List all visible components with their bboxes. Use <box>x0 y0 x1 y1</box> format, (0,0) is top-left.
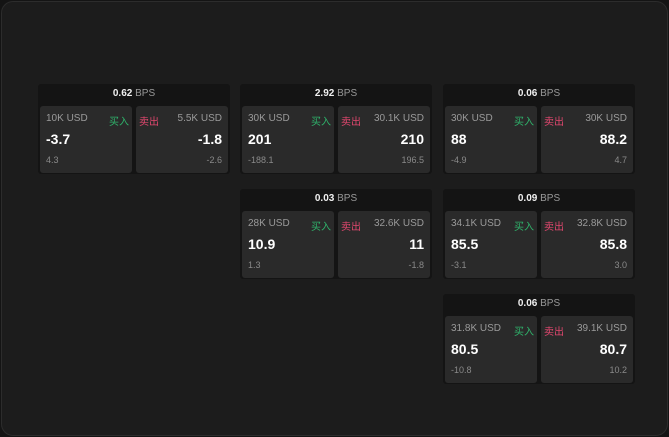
ask-price: -1.8 <box>197 131 222 147</box>
quote-card: 0.62 BPS 10K USD 买入 -3.7 4.3 卖出 5.5K USD… <box>38 84 230 174</box>
ask-size: 32.8K USD <box>576 218 627 229</box>
ask-size: 5.5K USD <box>177 113 222 124</box>
quote-card: 0.09 BPS 34.1K USD 买入 85.5 -3.1 卖出 32.8K… <box>443 189 635 279</box>
spread-value: 2.92 <box>314 88 335 99</box>
spread-header: 0.09 BPS <box>443 189 635 209</box>
bid-size: 34.1K USD <box>451 218 502 229</box>
ask-price: 88.2 <box>599 131 627 147</box>
sell-label: 卖出 <box>139 117 159 128</box>
buy-button[interactable]: 10K USD 买入 -3.7 4.3 <box>40 106 132 173</box>
bid-price: 85.5 <box>451 236 479 252</box>
ask-price: 210 <box>400 131 424 147</box>
bid-change: 4.3 <box>46 155 59 165</box>
ask-size: 30K USD <box>585 113 627 124</box>
ask-size: 39.1K USD <box>576 323 627 334</box>
ask-size: 32.6K USD <box>373 218 424 229</box>
spread-unit: BPS <box>540 193 561 204</box>
ask-change: 196.5 <box>401 155 424 165</box>
buy-label: 买入 <box>311 222 331 233</box>
spread-unit: BPS <box>135 88 156 99</box>
bid-size: 28K USD <box>248 218 290 229</box>
spread-value: 0.03 <box>314 193 335 204</box>
spread-value: 0.06 <box>517 298 538 309</box>
bid-change: -3.1 <box>451 260 467 270</box>
spread-header: 2.92 BPS <box>240 84 432 104</box>
bid-price: 88 <box>451 131 467 147</box>
spread-header: 0.62 BPS <box>38 84 230 104</box>
buy-label: 买入 <box>514 327 534 338</box>
buy-button[interactable]: 28K USD 买入 10.9 1.3 <box>242 211 334 278</box>
buy-button[interactable]: 31.8K USD 买入 80.5 -10.8 <box>445 316 537 383</box>
buy-button[interactable]: 30K USD 买入 88 -4.9 <box>445 106 537 173</box>
ask-price: 85.8 <box>599 236 627 252</box>
spread-unit: BPS <box>337 193 358 204</box>
sell-label: 卖出 <box>544 117 564 128</box>
spread-header: 0.06 BPS <box>443 294 635 314</box>
bid-price: 80.5 <box>451 341 479 357</box>
sell-button[interactable]: 卖出 32.8K USD 85.8 3.0 <box>541 211 633 278</box>
spread-header: 0.03 BPS <box>240 189 432 209</box>
spread-unit: BPS <box>540 298 561 309</box>
ask-change: -2.6 <box>206 155 222 165</box>
spread-value: 0.62 <box>112 88 133 99</box>
buy-label: 买入 <box>514 222 534 233</box>
ask-size: 30.1K USD <box>373 113 424 124</box>
sell-button[interactable]: 卖出 5.5K USD -1.8 -2.6 <box>136 106 228 173</box>
sell-label: 卖出 <box>341 222 361 233</box>
bid-price: -3.7 <box>46 131 71 147</box>
bid-change: -4.9 <box>451 155 467 165</box>
quote-card: 0.03 BPS 28K USD 买入 10.9 1.3 卖出 32.6K US… <box>240 189 432 279</box>
bid-price: 10.9 <box>248 236 276 252</box>
buy-label: 买入 <box>311 117 331 128</box>
ask-change: -1.8 <box>408 260 424 270</box>
buy-label: 买入 <box>514 117 534 128</box>
bid-change: -188.1 <box>248 155 274 165</box>
bid-size: 10K USD <box>46 113 88 124</box>
quote-card: 0.06 BPS 31.8K USD 买入 80.5 -10.8 卖出 39.1… <box>443 294 635 384</box>
quote-card: 0.06 BPS 30K USD 买入 88 -4.9 卖出 30K USD 8… <box>443 84 635 174</box>
bid-size: 31.8K USD <box>451 323 502 334</box>
sell-button[interactable]: 卖出 39.1K USD 80.7 10.2 <box>541 316 633 383</box>
buy-button[interactable]: 34.1K USD 买入 85.5 -3.1 <box>445 211 537 278</box>
ask-change: 10.2 <box>609 365 627 375</box>
sell-button[interactable]: 卖出 32.6K USD 11 -1.8 <box>338 211 430 278</box>
bid-size: 30K USD <box>248 113 290 124</box>
sell-label: 卖出 <box>341 117 361 128</box>
spread-header: 0.06 BPS <box>443 84 635 104</box>
sell-label: 卖出 <box>544 222 564 233</box>
buy-label: 买入 <box>109 117 129 128</box>
sell-button[interactable]: 卖出 30K USD 88.2 4.7 <box>541 106 633 173</box>
ask-price: 80.7 <box>599 341 627 357</box>
ask-change: 4.7 <box>614 155 627 165</box>
bid-change: 1.3 <box>248 260 261 270</box>
spread-value: 0.09 <box>517 193 538 204</box>
spread-unit: BPS <box>337 88 358 99</box>
spread-value: 0.06 <box>517 88 538 99</box>
sell-label: 卖出 <box>544 327 564 338</box>
sell-button[interactable]: 卖出 30.1K USD 210 196.5 <box>338 106 430 173</box>
ask-change: 3.0 <box>614 260 627 270</box>
bid-price: 201 <box>248 131 272 147</box>
bid-change: -10.8 <box>451 365 472 375</box>
buy-button[interactable]: 30K USD 买入 201 -188.1 <box>242 106 334 173</box>
spread-unit: BPS <box>540 88 561 99</box>
quote-card: 2.92 BPS 30K USD 买入 201 -188.1 卖出 30.1K … <box>240 84 432 174</box>
bid-size: 30K USD <box>451 113 493 124</box>
ask-price: 11 <box>409 236 424 252</box>
